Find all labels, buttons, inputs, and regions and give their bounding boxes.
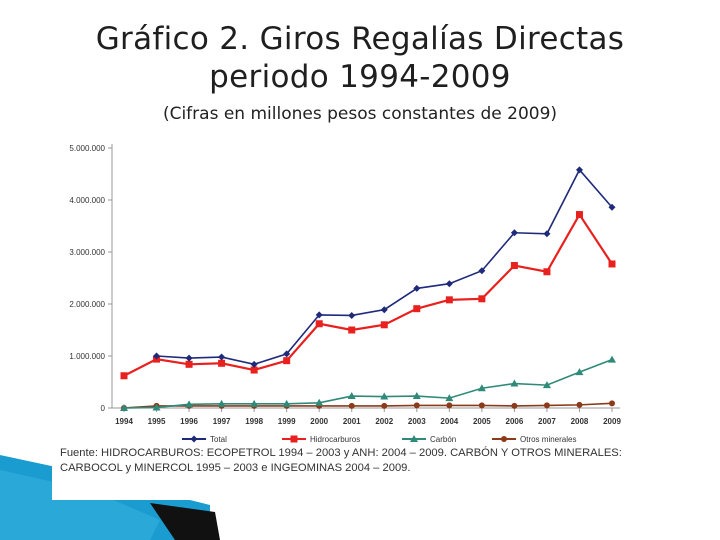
line-chart: 0 1.000.000 2.000.000 3.000.000 4.000.000 5.0… bbox=[69, 144, 621, 444]
data-point-hidrocarburos bbox=[120, 372, 128, 380]
data-point-hidrocarburos bbox=[250, 366, 258, 374]
slide-title-line1: Gráfico 2. Giros Regalías Directas bbox=[95, 21, 625, 57]
legend-label-total: Total bbox=[210, 435, 227, 444]
y-tick-label: 3.000.000 bbox=[69, 248, 105, 257]
data-point-otros-minerales bbox=[381, 402, 388, 409]
x-tick-label: 2000 bbox=[310, 417, 328, 426]
chart-container: 0 1.000.000 2.000.000 3.000.000 4.000.000 5.0… bbox=[52, 134, 670, 500]
data-point-total bbox=[413, 284, 421, 292]
legend-marker-hidrocarburos bbox=[290, 435, 298, 443]
data-point-carb-n bbox=[510, 379, 519, 387]
data-point-hidrocarburos bbox=[608, 260, 616, 268]
data-point-carb-n bbox=[120, 404, 128, 411]
slide-corner-black bbox=[150, 503, 220, 540]
x-tick-label: 1997 bbox=[213, 417, 231, 426]
data-point-total bbox=[153, 352, 161, 360]
data-point-carb-n bbox=[185, 400, 194, 408]
y-tick-label: 5.000.000 bbox=[69, 144, 105, 153]
data-point-total bbox=[218, 353, 226, 361]
x-tick-label: 1999 bbox=[278, 417, 296, 426]
x-tick-label: 2008 bbox=[571, 417, 589, 426]
data-point-otros-minerales bbox=[609, 400, 615, 407]
data-point-otros-minerales bbox=[478, 402, 485, 409]
data-point-hidrocarburos bbox=[575, 211, 583, 219]
series-line-total bbox=[156, 168, 613, 366]
data-point-total bbox=[380, 306, 388, 314]
y-tick-label: 4.000.000 bbox=[69, 196, 105, 205]
data-point-otros-minerales bbox=[413, 402, 420, 409]
data-point-carb-n bbox=[608, 355, 616, 363]
data-point-carb-n bbox=[542, 381, 551, 389]
data-point-total bbox=[348, 311, 356, 319]
data-point-carb-n bbox=[152, 403, 161, 411]
slide-corner-blue-light bbox=[0, 470, 160, 540]
legend-marker-total bbox=[190, 435, 198, 443]
data-point-hidrocarburos bbox=[478, 295, 486, 303]
data-point-total bbox=[510, 229, 518, 237]
data-point-total bbox=[283, 350, 291, 358]
data-point-hidrocarburos bbox=[510, 262, 518, 270]
data-point-total bbox=[185, 354, 193, 362]
data-point-carb-n bbox=[347, 392, 356, 400]
x-tick-label: 1998 bbox=[245, 417, 263, 426]
x-tick-label: 2001 bbox=[343, 417, 361, 426]
x-tick-label: 1995 bbox=[148, 417, 166, 426]
slide-title: Gráfico 2. Giros Regalías Directas perio… bbox=[0, 20, 720, 96]
data-point-carb-n bbox=[575, 368, 584, 376]
data-point-carb-n bbox=[445, 394, 454, 402]
series-line-carb-n bbox=[123, 358, 613, 409]
data-point-otros-minerales bbox=[511, 402, 518, 409]
series-line-otros-minerales bbox=[123, 402, 613, 409]
x-tick-label: 2005 bbox=[473, 417, 491, 426]
data-point-carb-n bbox=[282, 399, 291, 407]
legend-label-hidrocarburos: Hidrocarburos bbox=[310, 435, 360, 444]
legend-label-otros-minerales: Otros minerales bbox=[520, 435, 576, 444]
data-point-total bbox=[250, 360, 258, 368]
data-point-hidrocarburos bbox=[185, 360, 193, 368]
legend-marker-carb-n bbox=[410, 435, 418, 442]
slide-subtitle: (Cifras en millones pesos constantes de … bbox=[162, 104, 558, 124]
x-tick-label: 1994 bbox=[115, 417, 133, 426]
data-point-hidrocarburos bbox=[283, 357, 291, 365]
data-point-hidrocarburos bbox=[413, 305, 421, 313]
x-tick-label: 2006 bbox=[506, 417, 524, 426]
data-point-total bbox=[445, 280, 453, 288]
x-tick-label: 2007 bbox=[538, 417, 556, 426]
source-note: Fuente: HIDROCARBUROS: ECOPETROL 1994 – … bbox=[60, 447, 622, 474]
legend-marker-otros-minerales bbox=[501, 436, 507, 442]
data-point-otros-minerales bbox=[543, 402, 550, 409]
data-point-carb-n bbox=[250, 399, 259, 407]
data-point-hidrocarburos bbox=[380, 321, 388, 329]
data-point-hidrocarburos bbox=[348, 326, 356, 334]
data-point-total bbox=[608, 203, 616, 211]
data-point-hidrocarburos bbox=[445, 296, 453, 304]
y-tick-label: 2.000.000 bbox=[69, 300, 105, 309]
y-tick-label: 0 bbox=[101, 404, 106, 413]
data-point-otros-minerales bbox=[576, 401, 583, 408]
data-point-carb-n bbox=[477, 384, 486, 392]
x-tick-label: 2004 bbox=[440, 417, 458, 426]
x-tick-label: 2002 bbox=[375, 417, 393, 426]
data-point-carb-n bbox=[315, 398, 324, 406]
data-point-carb-n bbox=[412, 392, 421, 400]
x-tick-label: 2003 bbox=[408, 417, 426, 426]
data-point-hidrocarburos bbox=[543, 268, 551, 276]
data-point-total bbox=[575, 166, 583, 174]
legend-label-carb-n: Carbón bbox=[430, 435, 456, 444]
data-point-total bbox=[478, 267, 486, 275]
data-point-hidrocarburos bbox=[315, 320, 323, 328]
series-line-hidrocarburos bbox=[123, 212, 613, 377]
x-tick-label: 2009 bbox=[603, 417, 621, 426]
data-point-carb-n bbox=[217, 399, 226, 407]
data-point-otros-minerales bbox=[446, 402, 453, 409]
data-point-total bbox=[543, 230, 551, 238]
y-tick-label: 1.000.000 bbox=[69, 352, 105, 361]
slide-title-line2: periodo 1994-2009 bbox=[209, 59, 511, 95]
data-point-carb-n bbox=[380, 392, 389, 400]
x-tick-label: 1996 bbox=[180, 417, 198, 426]
data-point-otros-minerales bbox=[348, 402, 355, 409]
data-point-total bbox=[315, 311, 323, 319]
data-point-hidrocarburos bbox=[218, 359, 226, 367]
